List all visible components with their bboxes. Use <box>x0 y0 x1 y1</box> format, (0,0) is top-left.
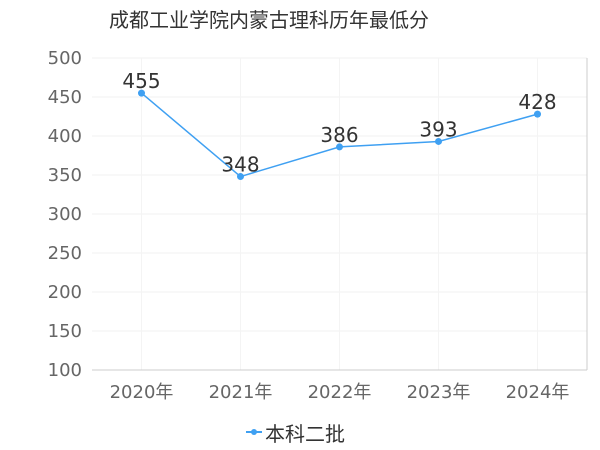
data-label: 348 <box>221 153 259 177</box>
data-label: 393 <box>419 117 457 141</box>
x-tick-label: 2022年 <box>308 382 372 403</box>
y-tick-label: 450 <box>48 87 82 108</box>
data-label: 386 <box>320 123 358 147</box>
y-tick-label: 250 <box>48 243 82 264</box>
data-point <box>534 110 541 118</box>
data-point <box>237 173 244 181</box>
data-point <box>336 143 343 151</box>
x-tick-label: 2021年 <box>209 382 273 403</box>
y-tick-label: 400 <box>48 126 82 147</box>
legend: 本科二批 <box>0 418 600 446</box>
line-chart: 100 150 200 250 300 350 400 450 500 2020年 2021年 202… <box>48 48 588 403</box>
y-tick-label: 200 <box>48 282 82 303</box>
y-tick-label: 150 <box>48 321 82 342</box>
chart-title: 成都工业学院内蒙古理科历年最低分 <box>109 8 429 32</box>
x-tick-label: 2024年 <box>506 382 570 403</box>
y-tick-label: 300 <box>48 204 82 225</box>
data-label: 428 <box>518 90 556 114</box>
data-point <box>138 89 145 97</box>
y-tick-label: 500 <box>48 48 82 69</box>
legend-item[interactable]: 本科二批 <box>246 418 345 446</box>
x-tick-label: 2023年 <box>407 382 471 403</box>
legend-marker-icon <box>246 426 262 438</box>
legend-label: 本科二批 <box>265 421 345 446</box>
data-label: 455 <box>122 69 160 93</box>
data-point <box>435 137 442 145</box>
x-tick-label: 2020年 <box>110 382 174 403</box>
y-tick-label: 350 <box>48 165 82 186</box>
y-tick-label: 100 <box>48 360 82 381</box>
